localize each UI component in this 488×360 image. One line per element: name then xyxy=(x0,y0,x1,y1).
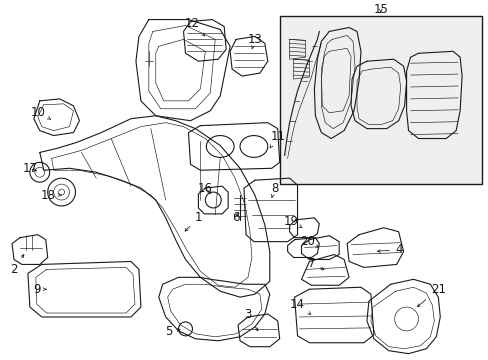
Text: 15: 15 xyxy=(373,3,387,16)
Text: 18: 18 xyxy=(40,189,61,202)
Text: 14: 14 xyxy=(289,298,310,315)
Text: 8: 8 xyxy=(270,181,278,198)
Text: 5: 5 xyxy=(164,325,180,338)
Text: 6: 6 xyxy=(232,211,239,224)
Text: 12: 12 xyxy=(184,17,204,36)
Text: 16: 16 xyxy=(198,181,212,195)
Text: 21: 21 xyxy=(416,283,445,307)
Text: 4: 4 xyxy=(377,243,402,256)
Text: 11: 11 xyxy=(269,130,285,148)
Text: 13: 13 xyxy=(247,33,262,49)
Bar xyxy=(279,15,481,184)
Text: 10: 10 xyxy=(30,106,51,119)
Text: 9: 9 xyxy=(33,283,46,296)
Text: 1: 1 xyxy=(185,211,202,231)
Text: 3: 3 xyxy=(244,309,257,331)
Text: 2: 2 xyxy=(10,255,24,276)
Text: 19: 19 xyxy=(284,215,302,228)
Text: 17: 17 xyxy=(22,162,37,175)
Text: 20: 20 xyxy=(300,235,318,248)
Text: 7: 7 xyxy=(307,257,324,270)
